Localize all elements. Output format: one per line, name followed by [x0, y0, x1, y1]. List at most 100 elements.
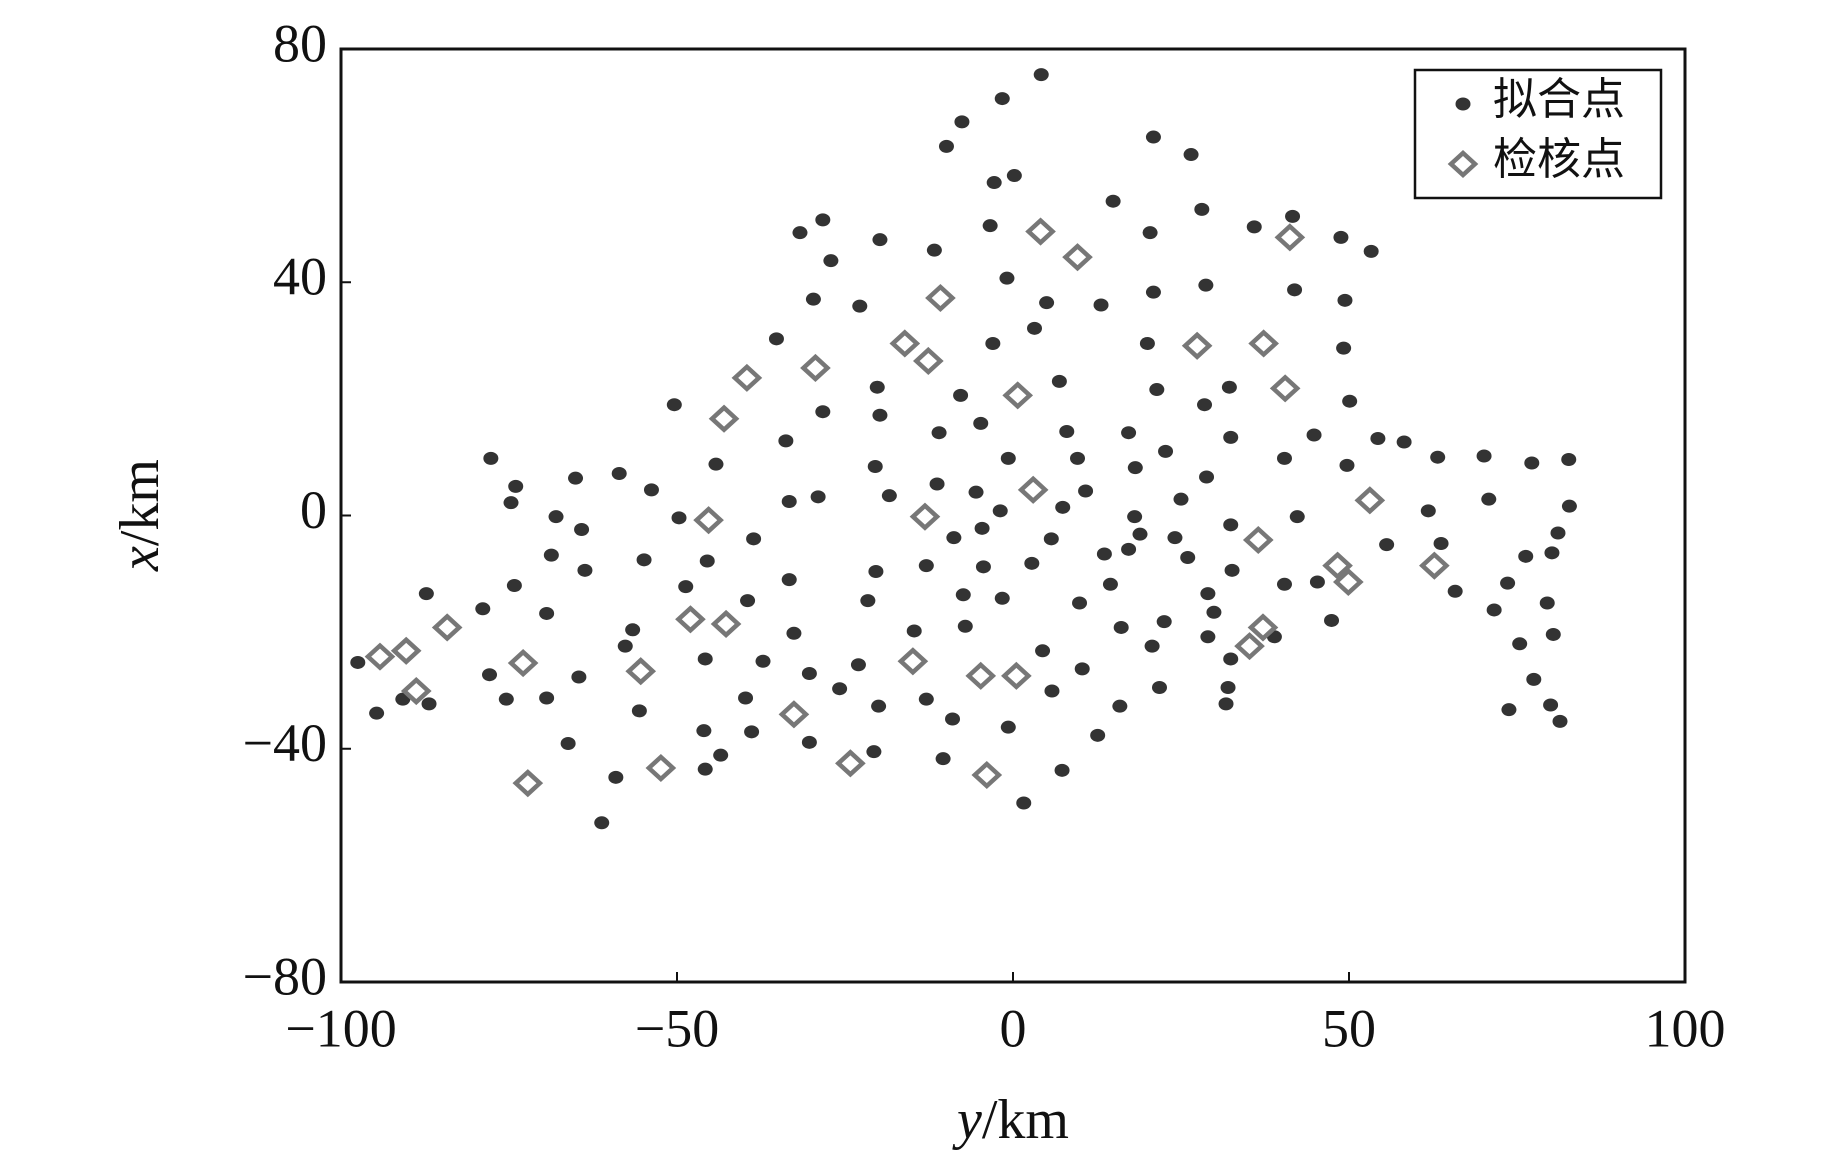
y-tick-label: −40 [243, 713, 327, 773]
fit-point [1447, 584, 1463, 598]
fit-point [1543, 698, 1559, 712]
fit-point [1024, 556, 1040, 570]
fit-point [1151, 681, 1167, 695]
fit-point [926, 243, 942, 257]
check-point [1269, 374, 1301, 403]
fit-point [1055, 500, 1071, 514]
fit-point [1309, 575, 1325, 589]
fit-point [1550, 526, 1566, 540]
plot-area [350, 68, 1577, 830]
fit-point [1476, 449, 1492, 463]
fit-point [994, 92, 1010, 106]
fit-point [475, 602, 491, 616]
fit-point [539, 606, 555, 620]
fit-point [1379, 538, 1395, 552]
fit-point [1223, 430, 1239, 444]
fit-point [1306, 428, 1322, 442]
fit-point [1433, 536, 1449, 550]
fit-point [568, 471, 584, 485]
fit-point [1180, 550, 1196, 564]
fit-point [1074, 662, 1090, 676]
fit-point [1006, 169, 1022, 183]
fit-point [1156, 615, 1172, 629]
check-point [431, 613, 463, 642]
check-point [1274, 223, 1306, 252]
fit-point [871, 699, 887, 713]
fit-point [868, 564, 884, 578]
fit-point [918, 559, 934, 573]
fit-point [1420, 504, 1436, 518]
check-point [925, 283, 956, 313]
fit-point [906, 624, 922, 638]
fit-point [1223, 518, 1239, 532]
fit-point [1072, 596, 1088, 610]
legend-marker [1447, 149, 1479, 179]
fit-point [1512, 637, 1528, 651]
y-tick-label: 40 [273, 247, 327, 307]
fit-point [1145, 285, 1161, 299]
fit-point [860, 594, 876, 608]
check-point [1001, 661, 1032, 690]
fit-point [1044, 684, 1060, 698]
check-point [512, 769, 544, 798]
fit-point [1220, 681, 1236, 695]
fit-point [968, 485, 984, 499]
fit-point [483, 451, 499, 465]
fit-point [636, 553, 652, 567]
fit-point [805, 292, 821, 306]
fit-point [1035, 644, 1051, 658]
fit-point [1200, 630, 1216, 644]
check-point [693, 506, 724, 535]
fit-point [982, 219, 998, 233]
fit-point [1194, 202, 1210, 216]
fit-point [1096, 547, 1112, 561]
check-point [708, 404, 740, 433]
fit-point [539, 691, 555, 705]
fit-point [986, 176, 1002, 190]
fit-point [740, 594, 756, 608]
fit-point [866, 745, 882, 759]
fit-point [1121, 542, 1137, 556]
check-point [1322, 551, 1353, 580]
fit-point [1200, 587, 1216, 601]
fit-point [498, 692, 514, 706]
fit-point [1285, 209, 1301, 223]
fit-point [350, 655, 366, 669]
x-tick-label: 100 [1645, 998, 1726, 1058]
fit-point [872, 233, 888, 247]
fit-point [560, 737, 576, 751]
fit-point [1324, 613, 1340, 627]
check-point [645, 753, 677, 783]
fit-point [778, 434, 794, 448]
fit-point [953, 388, 969, 402]
fit-point [1336, 341, 1352, 355]
fit-point [1127, 461, 1143, 475]
fit-point [1132, 527, 1148, 541]
fit-point [1016, 796, 1032, 810]
fit-point [850, 658, 866, 672]
fit-point [1113, 620, 1129, 634]
check-point [912, 346, 944, 376]
fit-point [1070, 451, 1086, 465]
fit-point [1486, 603, 1502, 617]
fit-point [421, 697, 437, 711]
fit-point [1127, 510, 1143, 524]
fit-point [1221, 380, 1237, 394]
fit-point [815, 213, 831, 227]
fit-point [611, 467, 627, 481]
y-tick-label: 0 [300, 480, 327, 540]
fit-point [369, 706, 385, 720]
fit-point [1276, 577, 1292, 591]
check-point [507, 648, 539, 678]
fit-point [631, 704, 647, 718]
check-point [889, 329, 921, 358]
fit-point [1289, 510, 1305, 524]
fit-point [713, 748, 729, 762]
fit-point [548, 510, 564, 524]
fit-point [935, 752, 951, 766]
fit-point [869, 380, 885, 394]
check-point [965, 661, 997, 690]
fit-point [792, 226, 808, 240]
fit-point [678, 580, 694, 594]
